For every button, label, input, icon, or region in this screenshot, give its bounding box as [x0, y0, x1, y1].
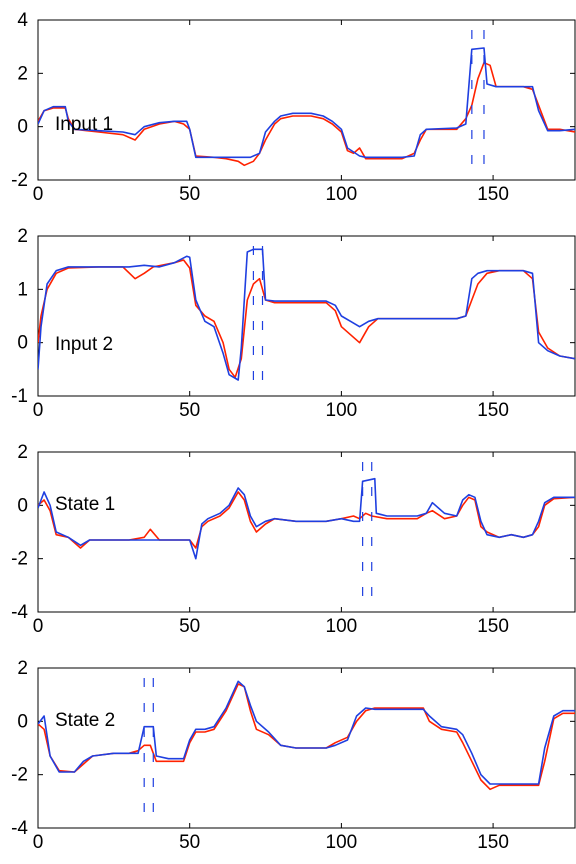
x-tick-label: 100	[326, 400, 358, 421]
x-tick-label: 50	[179, 400, 200, 421]
plot-frame	[37, 451, 576, 613]
y-tick-label: 0	[17, 333, 28, 354]
x-tick-label: 150	[477, 832, 509, 853]
x-tick-label: 50	[179, 832, 200, 853]
series-line-red	[38, 683, 575, 791]
series-line-red	[38, 61, 575, 167]
y-tick-label: -4	[11, 818, 28, 839]
x-tick-label: 100	[326, 832, 358, 853]
y-tick-label: 2	[17, 442, 28, 463]
plot-frame	[37, 667, 576, 829]
y-tick-label: 2	[17, 226, 28, 247]
y-tick-label: 2	[17, 63, 28, 84]
y-tick-label: -1	[11, 386, 28, 407]
y-tick-label: 0	[17, 495, 28, 516]
panel-annotation: Input 1	[55, 114, 113, 135]
plot-frame	[37, 235, 576, 397]
series-line-blue	[38, 47, 575, 159]
x-tick-label: 150	[477, 616, 509, 637]
series-line-blue	[38, 477, 575, 560]
plot-frame	[37, 19, 576, 181]
y-tick-label: -2	[11, 170, 28, 191]
series-line-blue	[38, 248, 575, 381]
series-line-blue	[38, 680, 575, 785]
x-tick-label: 150	[477, 184, 509, 205]
y-tick-label: 2	[17, 658, 28, 679]
x-tick-label: 50	[179, 184, 200, 205]
y-tick-label: -2	[11, 549, 28, 570]
panel-annotation: State 1	[55, 494, 115, 515]
x-tick-label: 0	[33, 832, 44, 853]
x-tick-label: 100	[326, 184, 358, 205]
series-line-red	[38, 259, 575, 379]
x-tick-label: 0	[33, 616, 44, 637]
x-tick-label: 150	[477, 400, 509, 421]
y-tick-label: -4	[11, 602, 28, 623]
panel-state-1: 0 50 100 150 -4 -2 0 2 State 1	[11, 442, 576, 637]
y-tick-label: 0	[17, 711, 28, 732]
panel-annotation: State 2	[55, 710, 115, 731]
y-tick-label: 1	[17, 279, 28, 300]
x-tick-label: 50	[179, 616, 200, 637]
x-tick-label: 0	[33, 400, 44, 421]
panel-annotation: Input 2	[55, 334, 113, 355]
x-tick-label: 0	[33, 184, 44, 205]
x-tick-label: 100	[326, 616, 358, 637]
y-tick-label: 0	[17, 117, 28, 138]
y-tick-label: 4	[17, 10, 28, 31]
y-tick-label: -2	[11, 765, 28, 786]
panel-state-2: 0 50 100 150 -4 -2 0 2 State 2	[11, 658, 576, 853]
